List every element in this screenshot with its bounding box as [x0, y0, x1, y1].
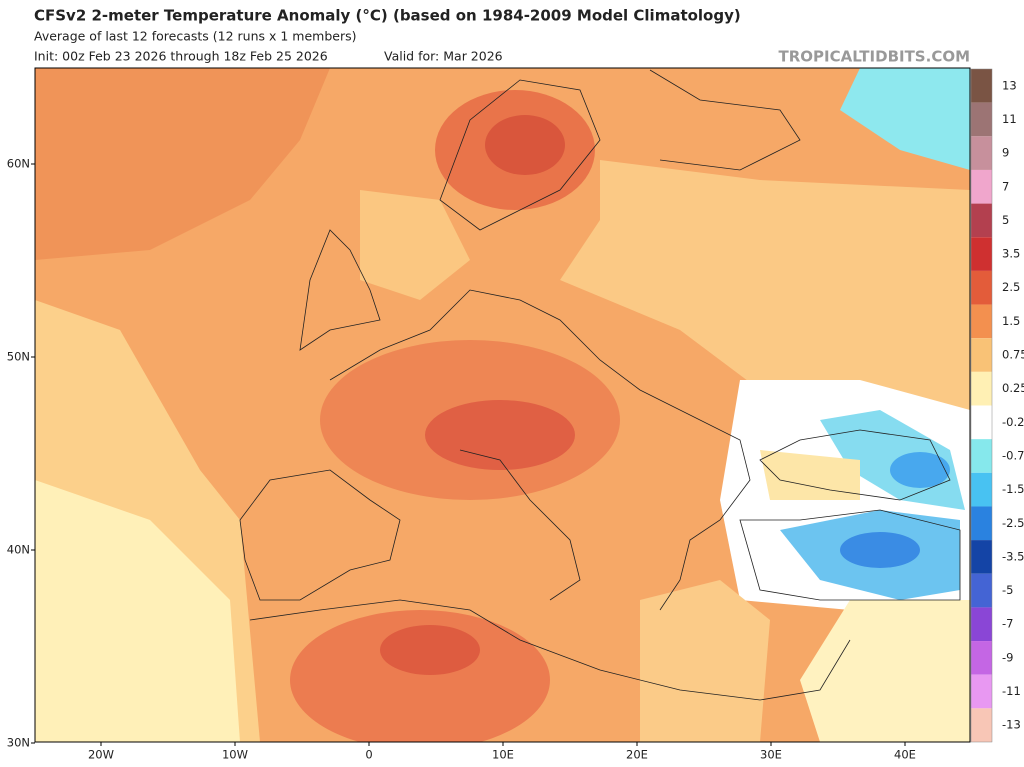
lon-label: 10E [492, 748, 514, 762]
coastline [459, 449, 581, 601]
lat-label: 50N [7, 350, 30, 364]
colorbar-label: 7 [1002, 179, 1009, 193]
colorbar-swatch [971, 540, 992, 574]
colorbar-label: 2.5 [1002, 280, 1020, 294]
colorbar-label: -0.75 [1002, 448, 1024, 462]
colorbar-label: -11 [1002, 684, 1021, 698]
colorbar-swatch [971, 169, 992, 204]
colorbar-frame [970, 68, 993, 743]
coastline [759, 429, 951, 501]
colorbar-swatch [971, 506, 992, 541]
colorbar-label: -2.5 [1002, 516, 1024, 530]
shading [35, 68, 330, 260]
colorbar-swatch [971, 69, 992, 103]
coastline [249, 599, 851, 701]
colorbar-label: 13 [1002, 78, 1017, 92]
colorbar-swatch [971, 439, 992, 473]
colorbar-swatch [971, 371, 992, 406]
shading [425, 400, 575, 470]
colorbar-swatch [971, 102, 992, 137]
colorbar-label: 1.5 [1002, 314, 1020, 328]
shading [890, 452, 950, 488]
colorbar-label: 0.75 [1002, 348, 1024, 362]
colorbar-swatch [971, 607, 992, 642]
shading [380, 625, 480, 675]
coastline [649, 69, 801, 171]
lon-label: 30E [760, 748, 782, 762]
lat-label: 30N [7, 736, 30, 750]
colorbar-swatch [971, 270, 992, 305]
shading [35, 480, 240, 742]
colorbar-swatch [971, 674, 992, 709]
lon-label: 0 [365, 748, 372, 762]
lon-label: 10W [222, 748, 248, 762]
colorbar-label: -13 [1002, 718, 1021, 732]
lon-label: 40E [894, 748, 916, 762]
shading [840, 532, 920, 568]
shading [485, 115, 565, 175]
shading [840, 68, 970, 170]
shading [290, 610, 550, 742]
colorbar-label: 9 [1002, 146, 1009, 160]
colorbar-label: 3.5 [1002, 247, 1020, 261]
coastline [329, 289, 751, 611]
colorbar-swatch [971, 472, 992, 507]
coastline [239, 469, 401, 601]
coastline [299, 229, 381, 351]
coastline [439, 79, 601, 231]
colorbar-label: 0.25 [1002, 381, 1024, 395]
colorbar-label: -3.5 [1002, 549, 1024, 563]
colorbar-swatch [971, 338, 992, 372]
lon-label: 20W [88, 748, 114, 762]
title: CFSv2 2-meter Temperature Anomaly (°C) (… [34, 7, 741, 25]
colorbar-label: -5 [1002, 583, 1013, 597]
shading [560, 160, 970, 420]
colorbar-swatch [971, 203, 992, 238]
shading [760, 450, 860, 500]
colorbar-swatch [971, 708, 992, 742]
lat-label: 40N [7, 543, 30, 557]
colorbar-swatch [971, 304, 992, 339]
shading [640, 580, 770, 742]
colorbar-swatch [971, 237, 992, 271]
colorbar-swatch [971, 136, 992, 170]
colorbar-label: 11 [1002, 112, 1017, 126]
colorbar-label: -7 [1002, 617, 1013, 631]
shading [800, 600, 970, 742]
colorbar-swatch [971, 641, 992, 675]
colorbar-swatch [971, 573, 992, 608]
colorbar-label: -1.5 [1002, 482, 1024, 496]
coastline [739, 509, 961, 601]
shading [360, 190, 470, 300]
map [34, 67, 971, 743]
colorbar-swatch [971, 405, 992, 440]
colorbar-label: -9 [1002, 650, 1013, 664]
subtitle: Average of last 12 forecasts (12 runs x … [34, 29, 356, 44]
colorbar-label: 5 [1002, 213, 1009, 227]
init-time: Init: 00z Feb 23 2026 through 18z Feb 25… [34, 49, 328, 64]
watermark: TROPICALTIDBITS.COM [779, 48, 971, 66]
colorbar-label: -0.25 [1002, 415, 1024, 429]
lon-label: 20E [626, 748, 648, 762]
valid-time: Valid for: Mar 2026 [384, 49, 503, 64]
lat-label: 60N [7, 157, 30, 171]
